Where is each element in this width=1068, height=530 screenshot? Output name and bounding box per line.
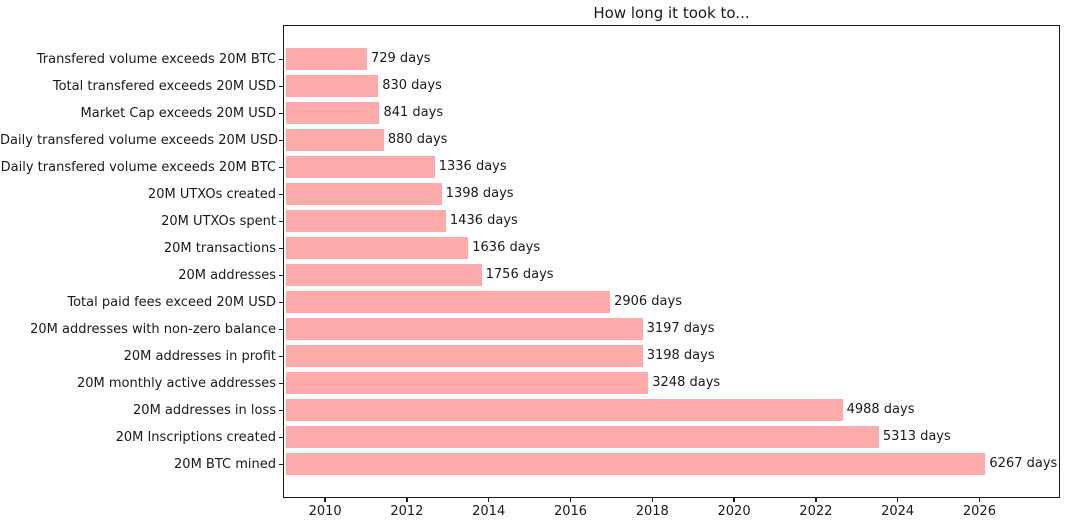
- x-tick-label: 2022: [799, 504, 833, 519]
- y-tick-label: 20M monthly active addresses: [76, 375, 276, 391]
- bar: [285, 102, 380, 124]
- bar-value-label: 5313 days: [882, 429, 951, 444]
- bar-value-label: 6267 days: [989, 456, 1058, 471]
- y-tick-mark: [279, 328, 283, 331]
- y-tick-mark: [279, 301, 283, 304]
- bar-value-label: 841 days: [383, 105, 444, 120]
- bar: [285, 291, 611, 313]
- x-tick-mark: [487, 498, 490, 502]
- bar: [285, 453, 986, 475]
- x-tick-label: 2024: [881, 504, 915, 519]
- bar-value-label: 729 days: [370, 51, 431, 66]
- y-tick-label: Daily transfered volume exceeds 20M USD: [0, 132, 278, 148]
- y-tick-mark: [279, 112, 283, 115]
- y-tick-label: 20M addresses in profit: [123, 348, 276, 364]
- y-tick-label: 20M addresses in loss: [133, 402, 276, 418]
- x-tick-mark: [569, 498, 572, 502]
- y-tick-label: 20M Inscriptions created: [115, 429, 276, 445]
- y-tick-mark: [279, 85, 283, 88]
- bar-value-label: 1756 days: [485, 267, 554, 282]
- x-tick-label: 2012: [390, 504, 424, 519]
- bar: [285, 318, 643, 340]
- bar: [285, 48, 367, 70]
- x-tick-label: 2018: [635, 504, 669, 519]
- y-tick-label: 20M BTC mined: [174, 456, 276, 472]
- bar: [285, 372, 649, 394]
- bar: [285, 129, 384, 151]
- bar: [285, 399, 843, 421]
- x-tick-mark: [406, 498, 408, 502]
- bar-value-label: 1336 days: [438, 159, 507, 174]
- bar: [285, 210, 446, 232]
- y-tick-mark: [279, 436, 283, 439]
- y-tick-mark: [279, 220, 283, 223]
- x-tick-mark: [324, 498, 326, 502]
- x-tick-mark: [815, 498, 817, 502]
- y-tick-mark: [279, 355, 283, 358]
- bar-value-label: 3198 days: [646, 348, 715, 363]
- x-tick-label: 2026: [962, 504, 996, 519]
- bar-value-label: 880 days: [387, 132, 448, 147]
- bar-value-label: 3248 days: [652, 375, 721, 390]
- x-tick-mark: [733, 498, 735, 502]
- x-tick-label: 2014: [472, 504, 506, 519]
- bar: [285, 183, 442, 205]
- y-tick-mark: [279, 409, 283, 412]
- bar-value-label: 1636 days: [472, 240, 541, 255]
- y-tick-label: Market Cap exceeds 20M USD: [80, 105, 276, 121]
- bar: [285, 345, 643, 367]
- x-tick-mark: [651, 498, 654, 502]
- bar: [285, 75, 379, 97]
- y-tick-label: 20M transactions: [163, 240, 276, 256]
- plot-area: 729 days 830 days 841 days 880 days 1336 day…: [283, 25, 1060, 498]
- y-tick-label: Total paid fees exceed 20M USD: [67, 294, 276, 310]
- x-tick-label: 2010: [308, 504, 342, 519]
- bar: [285, 156, 435, 178]
- bar-value-label: 2906 days: [614, 294, 682, 309]
- y-tick-mark: [279, 58, 283, 61]
- bar-value-label: 1398 days: [445, 186, 514, 201]
- bar-value-label: 3197 days: [646, 321, 715, 336]
- x-tick-mark: [896, 498, 899, 502]
- bar: [285, 264, 482, 286]
- x-tick-mark: [978, 498, 981, 502]
- y-tick-label: Daily transfered volume exceeds 20M BTC: [0, 159, 276, 175]
- x-tick-label: 2016: [553, 504, 588, 519]
- y-tick-mark: [279, 193, 283, 196]
- y-tick-mark: [279, 382, 283, 385]
- y-tick-label: Transfered volume exceeds 20M BTC: [36, 51, 276, 67]
- bar: [285, 426, 879, 448]
- chart-title: How long it took to...: [593, 4, 750, 22]
- bar-value-label: 1436 days: [449, 213, 518, 228]
- y-tick-label: 20M UTXOs spent: [161, 213, 276, 229]
- y-tick-mark: [279, 247, 283, 250]
- y-tick-label: 20M addresses with non-zero balance: [30, 321, 276, 337]
- y-tick-mark: [279, 139, 283, 142]
- bar-value-label: 4988 days: [846, 402, 915, 417]
- y-tick-mark: [279, 274, 283, 277]
- y-tick-label: Total transfered exceeds 20M USD: [52, 78, 276, 94]
- bar-value-label: 830 days: [382, 78, 442, 93]
- bar: [285, 237, 469, 259]
- y-tick-mark: [279, 166, 283, 169]
- y-tick-label: 20M UTXOs created: [147, 186, 276, 202]
- x-tick-label: 2020: [717, 504, 751, 519]
- y-tick-mark: [279, 463, 283, 466]
- y-tick-label: 20M addresses: [178, 267, 276, 283]
